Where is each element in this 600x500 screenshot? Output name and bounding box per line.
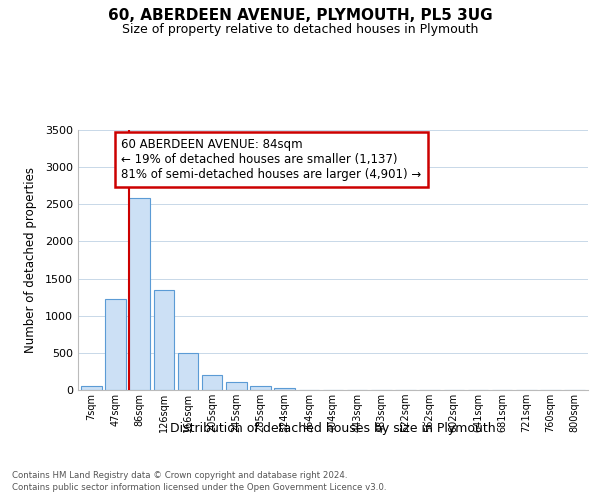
Bar — [178, 353, 198, 390]
Y-axis label: Number of detached properties: Number of detached properties — [23, 167, 37, 353]
Bar — [202, 375, 223, 390]
Bar — [130, 198, 150, 390]
Bar — [105, 298, 126, 390]
Bar — [274, 388, 295, 390]
Text: 60, ABERDEEN AVENUE, PLYMOUTH, PL5 3UG: 60, ABERDEEN AVENUE, PLYMOUTH, PL5 3UG — [107, 8, 493, 22]
Text: Distribution of detached houses by size in Plymouth: Distribution of detached houses by size … — [170, 422, 496, 435]
Bar — [154, 290, 174, 390]
Bar — [226, 382, 247, 390]
Text: Contains HM Land Registry data © Crown copyright and database right 2024.: Contains HM Land Registry data © Crown c… — [12, 471, 347, 480]
Bar — [81, 386, 101, 390]
Text: Size of property relative to detached houses in Plymouth: Size of property relative to detached ho… — [122, 22, 478, 36]
Text: Contains public sector information licensed under the Open Government Licence v3: Contains public sector information licen… — [12, 484, 386, 492]
Text: 60 ABERDEEN AVENUE: 84sqm
← 19% of detached houses are smaller (1,137)
81% of se: 60 ABERDEEN AVENUE: 84sqm ← 19% of detac… — [121, 138, 422, 181]
Bar — [250, 386, 271, 390]
